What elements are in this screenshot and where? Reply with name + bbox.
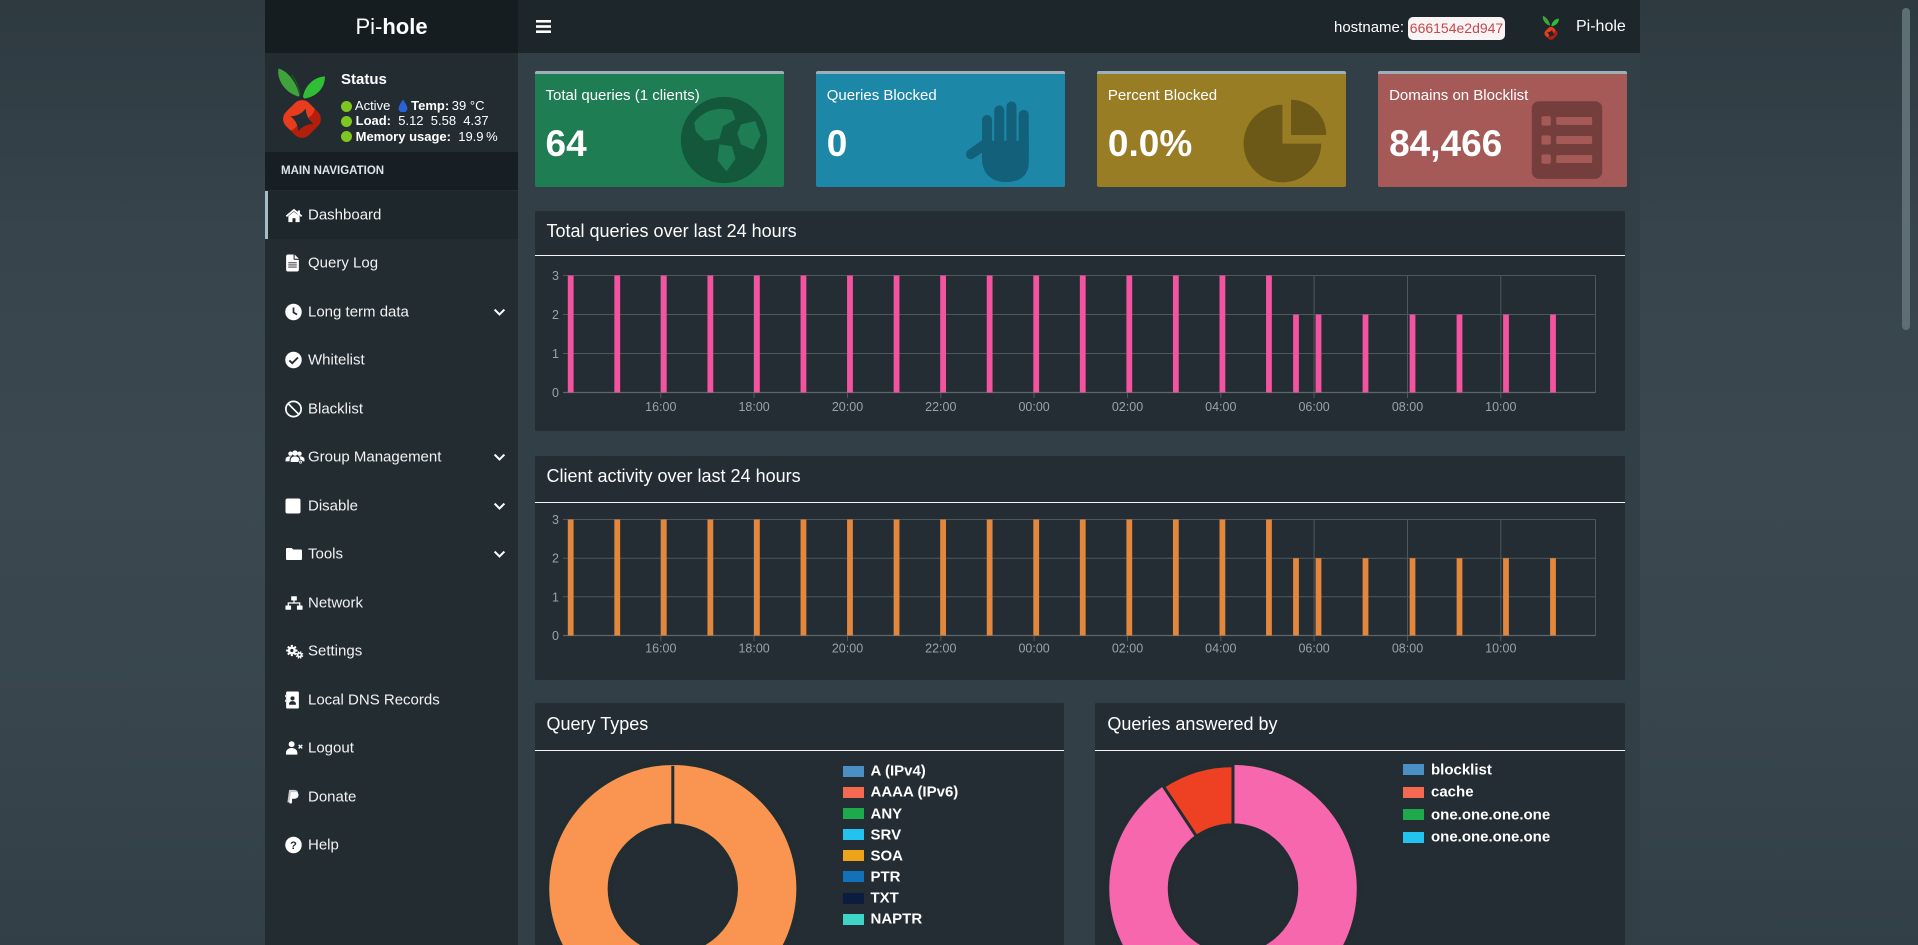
- svg-text:10:00: 10:00: [1485, 400, 1516, 414]
- svg-text:06:00: 06:00: [1298, 400, 1329, 414]
- svg-text:22:00: 22:00: [925, 400, 956, 414]
- svg-text:02:00: 02:00: [1111, 400, 1142, 414]
- svg-text:?: ?: [290, 840, 297, 852]
- svg-text:0: 0: [552, 629, 559, 643]
- svg-text:18:00: 18:00: [738, 400, 769, 414]
- svg-text:16:00: 16:00: [645, 642, 676, 656]
- svg-text:2: 2: [552, 552, 559, 566]
- svg-text:06:00: 06:00: [1298, 642, 1329, 656]
- svg-text:10:00: 10:00: [1485, 642, 1516, 656]
- svg-text:3: 3: [552, 513, 559, 527]
- svg-text:0: 0: [552, 386, 559, 400]
- svg-text:2: 2: [552, 308, 559, 322]
- svg-text:22:00: 22:00: [925, 642, 956, 656]
- svg-text:1: 1: [552, 347, 559, 361]
- svg-text:1: 1: [552, 590, 559, 604]
- svg-text:08:00: 08:00: [1391, 642, 1422, 656]
- svg-text:00:00: 00:00: [1018, 642, 1049, 656]
- svg-text:16:00: 16:00: [645, 400, 676, 414]
- svg-text:04:00: 04:00: [1205, 400, 1236, 414]
- svg-text:04:00: 04:00: [1205, 642, 1236, 656]
- svg-text:3: 3: [552, 269, 559, 283]
- svg-text:08:00: 08:00: [1391, 400, 1422, 414]
- svg-text:20:00: 20:00: [831, 642, 862, 656]
- svg-text:18:00: 18:00: [738, 642, 769, 656]
- svg-text:00:00: 00:00: [1018, 400, 1049, 414]
- svg-text:20:00: 20:00: [831, 400, 862, 414]
- svg-text:02:00: 02:00: [1111, 642, 1142, 656]
